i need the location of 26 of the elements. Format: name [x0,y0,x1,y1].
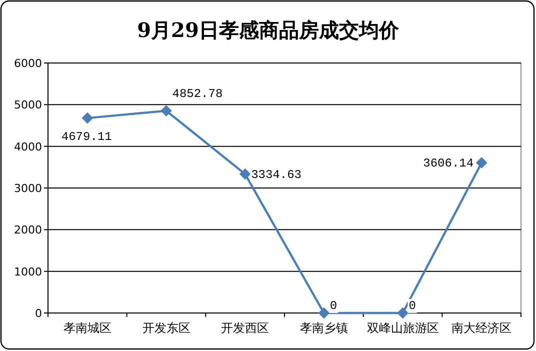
point [82,112,93,124]
y-tick-label: 4000 [14,140,42,154]
point [476,157,488,168]
y-tick-label: 3000 [14,182,42,195]
y-tick-label: 2000 [14,224,42,237]
data-label: 0 [408,299,416,313]
chart-title: 9月29日孝感商品房成交均价 [137,18,400,42]
y-tick-label: 1000 [14,265,42,278]
point [318,308,330,318]
data-label: 0 [330,299,338,313]
point [160,105,172,116]
point [240,168,251,180]
x-tick-label: 孝南城区 [63,321,112,335]
data-label: 4852.78 [172,86,223,101]
data-label: 3606.14 [423,156,474,171]
data-label: 3334.63 [251,168,302,182]
y-tick-label: 0 [35,307,42,320]
x-tick-label: 双峰山旅游区 [366,321,439,335]
x-tick-label: 南大经济区 [452,321,512,335]
y-tick-label: 6000 [14,57,42,70]
x-tick-label: 孝南乡镇 [300,321,348,335]
x-tick-label: 开发西区 [221,321,270,335]
point [397,308,408,318]
y-tick-label: 5000 [14,98,42,112]
data-label: 4679.11 [61,130,112,144]
x-tick-label: 开发东区 [142,321,190,335]
